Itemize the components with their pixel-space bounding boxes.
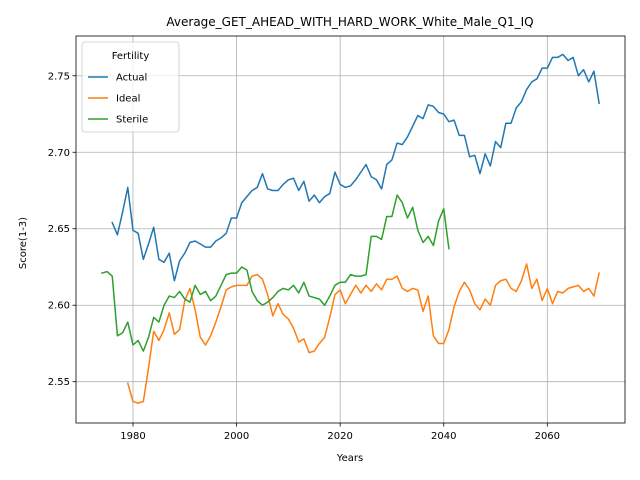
ticks: 1980 2000 2020 2040 2060 2.55 2.60 2.65 2.70 2.75 bbox=[48, 71, 560, 442]
legend-label-actual: Actual bbox=[116, 73, 147, 84]
x-axis-label: Years bbox=[336, 453, 363, 464]
legend-label-sterile: Sterile bbox=[116, 115, 148, 126]
y-tick-label: 2.65 bbox=[48, 224, 70, 235]
series-group bbox=[100, 53, 600, 404]
chart-title: Average_GET_AHEAD_WITH_HARD_WORK_White_M… bbox=[166, 15, 533, 29]
legend-title: Fertility bbox=[112, 51, 150, 62]
grid bbox=[76, 36, 625, 423]
y-tick-label: 2.55 bbox=[48, 377, 70, 388]
legend-label-ideal: Ideal bbox=[116, 94, 140, 105]
legend: Fertility Actual Ideal Sterile bbox=[81, 41, 180, 133]
y-tick-label: 2.75 bbox=[48, 71, 70, 82]
x-tick-label: 2040 bbox=[431, 431, 456, 442]
x-tick-label: 2000 bbox=[224, 431, 249, 442]
series-line-sterile bbox=[100, 194, 450, 352]
plot-frame bbox=[75, 35, 626, 424]
x-tick-label: 2060 bbox=[535, 431, 560, 442]
series-line-actual bbox=[111, 53, 600, 282]
y-tick-label: 2.60 bbox=[48, 301, 70, 312]
series-line-ideal bbox=[126, 263, 600, 404]
y-axis-label: Score(1-3) bbox=[18, 217, 29, 269]
x-tick-label: 2020 bbox=[327, 431, 352, 442]
legend-box bbox=[81, 41, 180, 133]
y-tick-label: 2.70 bbox=[48, 148, 70, 159]
x-tick-label: 1980 bbox=[120, 431, 145, 442]
